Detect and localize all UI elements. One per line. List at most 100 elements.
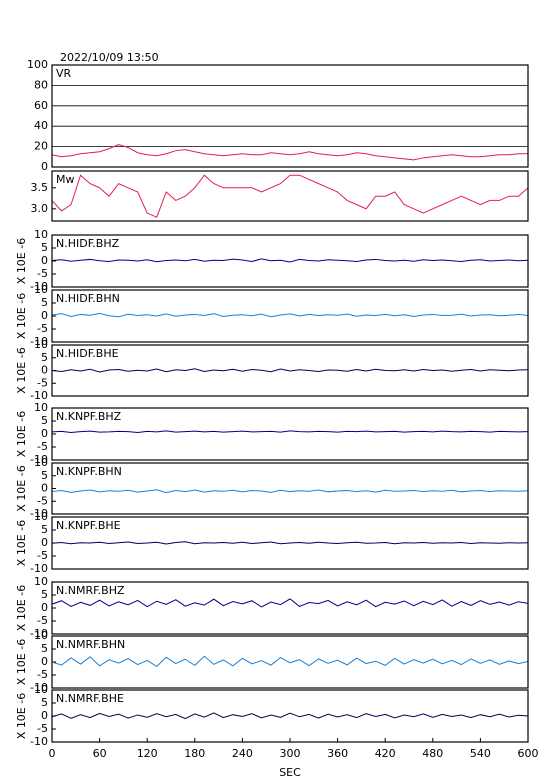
y-tick-label: 10 <box>34 683 48 696</box>
y-tick-label: 5 <box>41 696 48 709</box>
x-tick-label: 240 <box>232 747 253 760</box>
series-line <box>51 430 529 433</box>
x-tick-label: 0 <box>49 747 56 760</box>
y-tick-label: 0 <box>41 482 48 495</box>
series-label: N.HIDF.BHZ <box>56 237 120 250</box>
y-tick-label: 10 <box>34 228 48 241</box>
series-label: Mw <box>56 173 75 186</box>
y-tick-label: 0 <box>41 655 48 668</box>
y-axis-label: X 10E -6 <box>15 520 28 566</box>
panel-frame <box>51 64 529 168</box>
y-tick-label: -10 <box>30 627 48 640</box>
series-label: N.HIDF.BHE <box>56 347 119 360</box>
series-line <box>51 144 528 161</box>
y-tick-label: 5 <box>41 351 48 364</box>
y-tick-label: 3.5 <box>31 181 49 194</box>
panel-frame <box>51 516 529 570</box>
y-tick-label: 0 <box>41 160 48 173</box>
x-tick-label: 600 <box>518 747 539 760</box>
series-line <box>51 258 529 263</box>
y-tick-label: -10 <box>30 335 48 348</box>
y-axis-label: X 10E -6 <box>15 639 28 685</box>
y-tick-label: -10 <box>30 562 48 575</box>
y-tick-label: 0 <box>41 601 48 614</box>
x-tick-label: 360 <box>327 747 348 760</box>
x-tick-label: 420 <box>375 747 396 760</box>
y-tick-label: 0 <box>41 254 48 267</box>
series-label: N.NMRF.BHN <box>56 638 125 651</box>
x-tick-label: 60 <box>93 747 107 760</box>
y-axis-label: X 10E -6 <box>15 411 28 457</box>
y-tick-label: -5 <box>37 440 48 453</box>
y-tick-label: 10 <box>34 456 48 469</box>
y-tick-label: 0 <box>41 309 48 322</box>
y-tick-label: 80 <box>34 78 48 91</box>
y-tick-label: 10 <box>34 510 48 523</box>
y-tick-label: -5 <box>37 267 48 280</box>
series-label: N.NMRF.BHZ <box>56 584 125 597</box>
x-tick-label: 300 <box>280 747 301 760</box>
y-tick-label: -5 <box>37 549 48 562</box>
series-line <box>51 489 529 494</box>
y-tick-label: -10 <box>30 735 48 748</box>
x-tick-label: 540 <box>470 747 491 760</box>
y-tick-label: 5 <box>41 588 48 601</box>
series-line <box>51 541 529 545</box>
y-tick-label: -5 <box>37 322 48 335</box>
y-tick-label: 10 <box>34 629 48 642</box>
series-line <box>51 368 529 373</box>
y-tick-label: 10 <box>34 401 48 414</box>
y-tick-label: 5 <box>41 241 48 254</box>
y-tick-label: 5 <box>41 296 48 309</box>
series-line <box>51 655 529 668</box>
panel-frame <box>51 289 529 343</box>
x-tick-label: 180 <box>184 747 205 760</box>
series-label: N.NMRF.BHE <box>56 692 124 705</box>
y-tick-label: -10 <box>30 507 48 520</box>
y-tick-label: 5 <box>41 414 48 427</box>
series-label: N.KNPF.BHE <box>56 519 121 532</box>
panel-frame <box>51 234 529 288</box>
x-axis-label: SEC <box>279 766 301 779</box>
panel-frame <box>51 462 529 515</box>
y-tick-label: -5 <box>37 494 48 507</box>
y-tick-label: 0 <box>41 709 48 722</box>
y-tick-label: -10 <box>30 280 48 293</box>
y-tick-label: 0 <box>41 536 48 549</box>
y-tick-label: 60 <box>34 99 48 112</box>
series-label: N.KNPF.BHZ <box>56 410 122 423</box>
chart-title: 2022/10/09 13:50 <box>60 51 159 64</box>
y-tick-label: 3.0 <box>31 202 49 215</box>
y-axis-label: X 10E -6 <box>15 585 28 631</box>
y-tick-label: -10 <box>30 453 48 466</box>
y-tick-label: 0 <box>41 364 48 377</box>
series-line <box>51 598 529 608</box>
x-tick-label: 480 <box>422 747 443 760</box>
series-label: VR <box>56 67 72 80</box>
y-axis-label: X 10E -6 <box>15 238 28 284</box>
series-label: N.HIDF.BHN <box>56 292 120 305</box>
y-axis-label: X 10E -6 <box>15 293 28 339</box>
y-tick-label: 5 <box>41 469 48 482</box>
y-tick-label: 20 <box>34 140 48 153</box>
y-tick-label: -5 <box>37 722 48 735</box>
y-axis-label: X 10E -6 <box>15 465 28 511</box>
panel-frame <box>51 581 529 635</box>
panel-frame <box>51 170 529 222</box>
panel-frame <box>51 344 529 397</box>
y-tick-label: -10 <box>30 681 48 694</box>
y-tick-label: 10 <box>34 575 48 588</box>
y-tick-label: -5 <box>37 668 48 681</box>
y-tick-label: 5 <box>41 642 48 655</box>
y-tick-label: -10 <box>30 389 48 402</box>
y-tick-label: 100 <box>27 58 48 71</box>
y-tick-label: -5 <box>37 376 48 389</box>
y-tick-label: 5 <box>41 523 48 536</box>
y-axis-label: X 10E -6 <box>15 347 28 393</box>
y-tick-label: 10 <box>34 338 48 351</box>
y-tick-label: -5 <box>37 614 48 627</box>
series-line <box>51 712 529 720</box>
series-line <box>51 174 529 218</box>
